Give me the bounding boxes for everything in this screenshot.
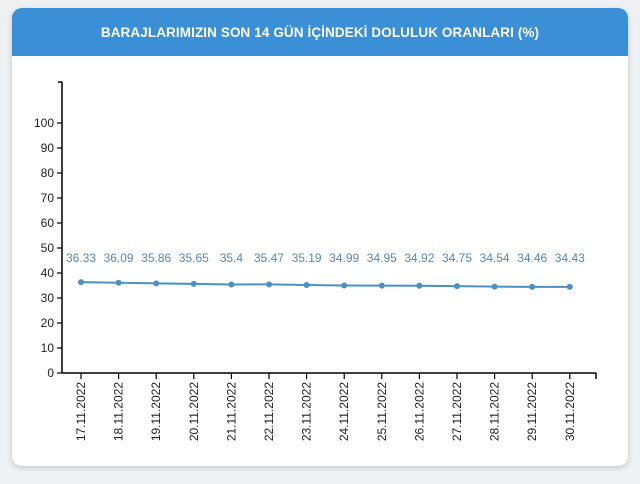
data-label: 35.65 <box>179 251 209 265</box>
data-point <box>416 282 423 289</box>
data-label: 34.54 <box>480 251 510 265</box>
data-label: 35.86 <box>141 251 171 265</box>
data-label: 34.95 <box>367 251 397 265</box>
data-point <box>529 283 536 290</box>
data-point <box>491 283 498 290</box>
y-tick-label: 10 <box>41 341 55 355</box>
chart-title: BARAJLARIMIZIN SON 14 GÜN İÇİNDEKİ DOLUL… <box>12 8 628 56</box>
y-tick-label: 80 <box>41 166 55 180</box>
x-tick-label: 19.11.2022 <box>149 382 163 441</box>
data-label: 34.92 <box>404 251 434 265</box>
data-label: 34.43 <box>555 251 585 265</box>
data-point <box>228 281 235 288</box>
y-tick-label: 90 <box>41 141 55 155</box>
data-label: 34.75 <box>442 251 472 265</box>
data-point <box>153 280 160 287</box>
chart-card: BARAJLARIMIZIN SON 14 GÜN İÇİNDEKİ DOLUL… <box>12 8 628 466</box>
x-tick-label: 24.11.2022 <box>337 382 351 441</box>
x-tick-label: 28.11.2022 <box>488 382 502 441</box>
x-tick-label: 27.11.2022 <box>450 382 464 441</box>
data-point <box>341 282 348 289</box>
x-tick-label: 23.11.2022 <box>300 382 314 441</box>
x-tick-label: 30.11.2022 <box>563 382 577 441</box>
y-tick-label: 40 <box>41 266 55 280</box>
data-point <box>190 280 197 287</box>
x-tick-label: 21.11.2022 <box>224 382 238 441</box>
data-point <box>115 279 122 286</box>
y-tick-label: 100 <box>34 116 54 130</box>
data-label: 35.47 <box>254 251 284 265</box>
x-tick-label: 20.11.2022 <box>187 382 201 441</box>
data-point <box>303 282 310 289</box>
data-point <box>78 279 84 286</box>
data-label: 36.33 <box>66 251 96 265</box>
x-tick-label: 18.11.2022 <box>112 382 126 441</box>
data-label: 36.09 <box>104 251 134 265</box>
y-tick-label: 20 <box>41 316 55 330</box>
y-tick-label: 0 <box>47 366 54 380</box>
data-label: 34.99 <box>329 251 359 265</box>
x-tick-label: 17.11.2022 <box>74 382 88 441</box>
x-tick-label: 29.11.2022 <box>525 382 539 441</box>
x-tick-label: 22.11.2022 <box>262 382 276 441</box>
y-tick-label: 60 <box>41 216 55 230</box>
y-tick-label: 70 <box>41 191 55 205</box>
x-tick-label: 26.11.2022 <box>412 382 426 441</box>
data-point <box>378 282 385 289</box>
x-tick-label: 25.11.2022 <box>375 382 389 441</box>
y-tick-label: 30 <box>41 291 55 305</box>
data-label: 34.46 <box>517 251 547 265</box>
data-point <box>454 283 460 290</box>
data-point <box>566 283 573 290</box>
data-label: 35.19 <box>292 251 322 265</box>
y-tick-label: 50 <box>41 241 55 255</box>
series-line <box>80 281 570 288</box>
data-label: 35.4 <box>220 251 244 265</box>
data-point <box>266 281 272 288</box>
